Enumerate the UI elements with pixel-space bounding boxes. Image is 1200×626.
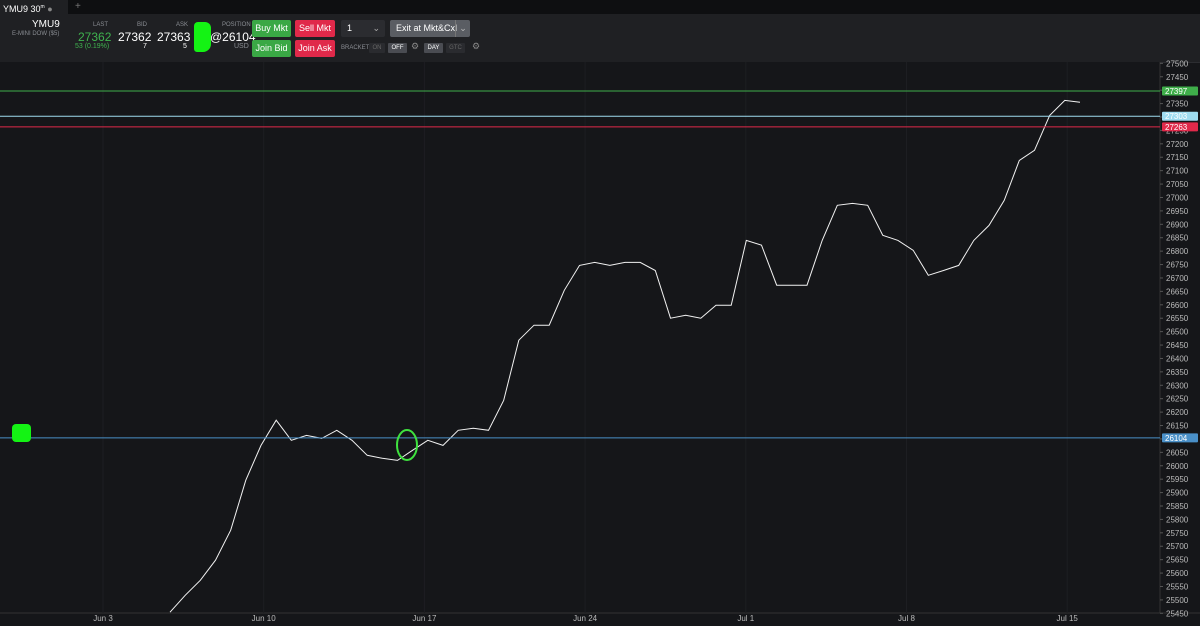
change: 53 (0.19%) xyxy=(75,43,110,50)
x-tick-label: Jul 15 xyxy=(1057,614,1079,623)
y-tick-label: 27000 xyxy=(1166,193,1189,202)
y-tick-label: 25750 xyxy=(1166,529,1189,538)
y-tick-label: 27150 xyxy=(1166,153,1189,162)
brackets-on[interactable]: ON xyxy=(369,43,385,53)
y-tick-label: 26600 xyxy=(1166,301,1189,310)
y-tick-label: 26200 xyxy=(1166,408,1189,417)
symbol: YMU9 xyxy=(32,19,60,30)
x-tick-label: Jun 3 xyxy=(93,614,113,623)
y-tick-label: 26150 xyxy=(1166,422,1189,431)
ask-size: 5 xyxy=(183,43,187,50)
y-tick-label: 26900 xyxy=(1166,220,1189,229)
y-tick-label: 26950 xyxy=(1166,207,1189,216)
y-tick-label: 27200 xyxy=(1166,140,1189,149)
y-tick-label: 26350 xyxy=(1166,368,1189,377)
tif-gtc[interactable]: GTC xyxy=(446,43,465,53)
exit-button[interactable]: Exit at Mkt&Cxl ⌄ xyxy=(390,20,470,37)
redaction xyxy=(12,424,31,442)
last-price: 27362 xyxy=(78,30,112,44)
currency: USD xyxy=(234,43,249,50)
y-tick-label: 27350 xyxy=(1166,100,1189,109)
y-tick-label: 25950 xyxy=(1166,475,1189,484)
sell-mkt-button[interactable]: Sell Mkt xyxy=(295,20,335,37)
brackets-settings[interactable]: ⚙ xyxy=(411,41,420,51)
x-tick-label: Jun 10 xyxy=(252,614,277,623)
bid-size: 7 xyxy=(143,43,147,50)
x-tick-label: Jul 1 xyxy=(737,614,754,623)
y-tick-label: 25450 xyxy=(1166,609,1189,618)
y-tick-label: 26650 xyxy=(1166,287,1189,296)
x-tick-label: Jul 8 xyxy=(898,614,915,623)
x-tick-label: Jun 24 xyxy=(573,614,598,623)
bid-label: BID xyxy=(137,22,148,28)
exit-label: Exit at Mkt&Cxl xyxy=(396,23,458,33)
y-tick-label: 27450 xyxy=(1166,73,1189,82)
y-tick-label: 25800 xyxy=(1166,515,1189,524)
plot-area xyxy=(0,62,1160,613)
description: E-MINI DOW ($5) xyxy=(12,31,60,37)
y-tick-label: 25700 xyxy=(1166,542,1189,551)
x-tick-label: Jun 17 xyxy=(412,614,437,623)
price-level-label: 27263 xyxy=(1165,123,1188,132)
y-tick-label: 25600 xyxy=(1166,569,1189,578)
y-tick-label: 26050 xyxy=(1166,448,1189,457)
buy-mkt-button[interactable]: Buy Mkt xyxy=(252,20,291,37)
y-tick-label: 25550 xyxy=(1166,582,1189,591)
y-tick-label: 26450 xyxy=(1166,341,1189,350)
price-level-tag xyxy=(1162,433,1198,443)
position: @26104 xyxy=(210,30,256,44)
price-level-tag xyxy=(1162,122,1198,132)
y-tick-label: 26250 xyxy=(1166,395,1189,404)
y-tick-label: 25650 xyxy=(1166,556,1189,565)
y-tick-label: 25900 xyxy=(1166,489,1189,498)
price-level-label: 27397 xyxy=(1165,87,1188,96)
y-tick-label: 26800 xyxy=(1166,247,1189,256)
brackets-off[interactable]: OFF xyxy=(388,43,407,53)
redaction xyxy=(194,22,211,52)
y-tick-label: 26750 xyxy=(1166,261,1189,270)
tif-settings[interactable]: ⚙ xyxy=(472,41,481,51)
price-level-tag xyxy=(1162,86,1198,96)
y-tick-label: 27100 xyxy=(1166,167,1189,176)
bid: 27362 xyxy=(118,30,152,44)
y-tick-label: 26550 xyxy=(1166,314,1189,323)
last-label: LAST xyxy=(93,22,109,28)
y-tick-label: 26400 xyxy=(1166,354,1189,363)
y-tick-label: 26850 xyxy=(1166,234,1189,243)
price-level-tag xyxy=(1162,111,1198,121)
y-tick-label: 26700 xyxy=(1166,274,1189,283)
y-tick-label: 25850 xyxy=(1166,502,1189,511)
tab-bar xyxy=(0,0,1200,14)
join-bid-button[interactable]: Join Bid xyxy=(252,40,291,57)
tab-suffix: m xyxy=(40,4,45,10)
y-tick-label: 27050 xyxy=(1166,180,1189,189)
add-tab[interactable]: + xyxy=(75,1,81,12)
quantity-input[interactable]: 1 ⌄ xyxy=(341,20,385,37)
chart-tab[interactable]: YMU9 30m ● xyxy=(0,0,68,14)
ask: 27363 xyxy=(157,30,191,44)
join-ask-button[interactable]: Join Ask xyxy=(295,40,335,57)
tif-day[interactable]: DAY xyxy=(424,43,443,53)
y-tick-label: 26000 xyxy=(1166,462,1189,471)
price-level-label: 26104 xyxy=(1165,434,1188,443)
y-tick-label: 26300 xyxy=(1166,381,1189,390)
highlight-circle xyxy=(396,429,418,461)
price-line xyxy=(169,99,1081,613)
price-level-label: 27303 xyxy=(1165,112,1188,121)
y-tick-label: 25500 xyxy=(1166,596,1189,605)
tab-symbol: YMU9 30 xyxy=(3,4,41,14)
y-tick-label: 27500 xyxy=(1166,59,1189,68)
position-label: POSITION xyxy=(222,22,251,28)
ask-label: ASK xyxy=(176,22,189,28)
quantity: 1 xyxy=(347,23,353,33)
y-tick-label: 26500 xyxy=(1166,328,1189,337)
brackets-label: BRACKETS xyxy=(341,45,374,51)
